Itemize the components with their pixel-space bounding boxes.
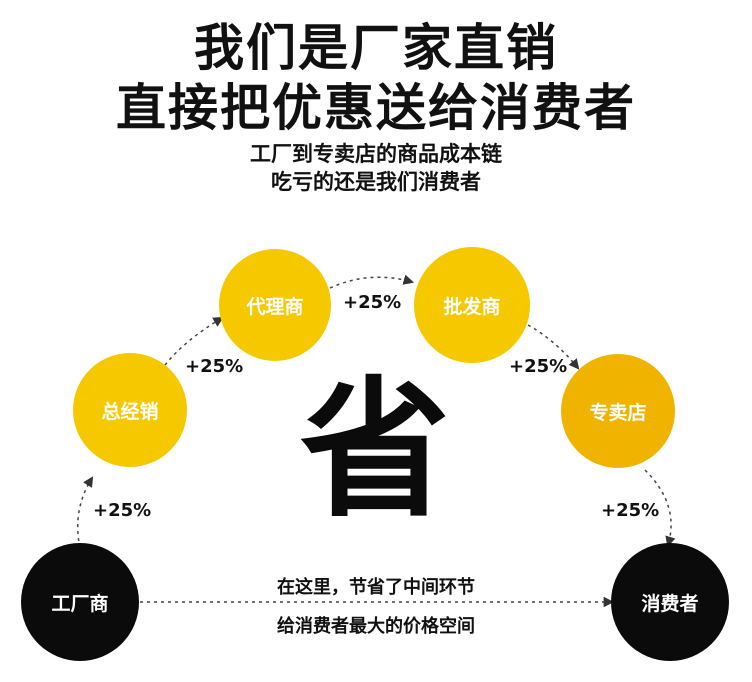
headline-line-1: 我们是厂家直销 (194, 19, 558, 77)
node-store: 专卖店 (561, 354, 675, 468)
subhead-line-2: 吃亏的还是我们消费者 (271, 170, 481, 194)
save-character: 省 (300, 364, 451, 538)
node-factory: 工厂商 (21, 543, 139, 661)
node-general-agent: 总经销 (73, 353, 187, 467)
node-wholesaler: 批发商 (414, 247, 530, 363)
markup-store-to-consumer: +25% (601, 500, 660, 521)
bottom-note-line-1: 在这里，节省了中间环节 (277, 577, 475, 598)
node-consumer: 消费者 (611, 543, 729, 661)
markup-general-to-agent: +25% (185, 356, 244, 377)
arrow-agent-to-wholesaler (329, 274, 415, 289)
node-agent: 代理商 (219, 249, 331, 361)
markup-wholesaler-to-store: +25% (509, 356, 568, 377)
arrow-store-to-consumer (644, 469, 676, 548)
markup-agent-to-wholesaler: +25% (343, 292, 402, 313)
subhead-line-1: 工厂到专卖店的商品成本链 (250, 142, 502, 166)
markup-factory-to-general: +25% (93, 500, 152, 521)
bottom-note-line-2: 给消费者最大的价格空间 (277, 616, 475, 637)
arrow-factory-to-general (77, 476, 94, 549)
headline-line-2: 直接把优惠送给消费者 (116, 79, 636, 137)
